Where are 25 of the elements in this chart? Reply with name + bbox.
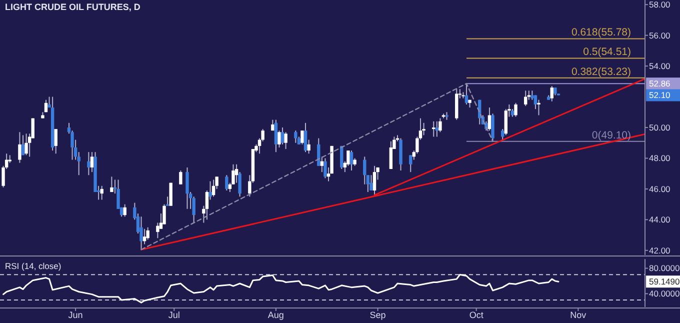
ref-line-label: 0(49.10) [592,129,631,142]
y-tick-label: 42.00 [649,245,671,256]
annotation: 52.10 [649,90,671,100]
ref-line-label: 0.618(55.78) [571,26,631,39]
ref-line-label: 0.382(53.23) [571,66,631,78]
y-tick-label: 58.00 [649,0,671,10]
x-tick-label: Jun [68,310,83,320]
x-tick-label: Sep [370,310,386,320]
x-tick-label: Jul [168,310,180,320]
annotation: 52.86 [649,78,671,89]
annotation: 59.1490 [649,276,680,287]
y-tick-label: 40.0000 [649,288,680,299]
y-tick-label: 44.00 [649,214,671,225]
y-tick-label: 56.00 [649,30,671,40]
x-tick-label: Oct [469,310,484,320]
chart-title: LIGHT CRUDE OIL FUTURES, D [5,2,141,12]
y-tick-label: 54.00 [649,61,671,72]
y-tick-label: 50.00 [649,122,671,132]
y-tick-label: 48.00 [649,153,671,164]
x-tick-label: Nov [570,310,587,320]
y-tick-label: 46.00 [649,184,671,194]
chart-title: RSI (14, close) [5,261,62,271]
ref-line-label: 0.5(54.51) [583,46,631,58]
x-tick-label: Aug [268,310,284,320]
y-tick-label: 80.0000 [649,263,680,274]
